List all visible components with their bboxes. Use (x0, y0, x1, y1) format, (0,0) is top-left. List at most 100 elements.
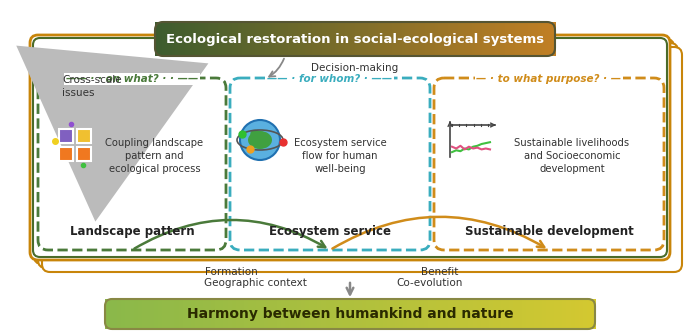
Bar (465, 22, 469, 56)
Bar (575, 299, 580, 329)
Bar (412, 299, 416, 329)
Bar (403, 299, 408, 329)
Bar (318, 22, 323, 56)
Bar (272, 22, 276, 56)
Bar (562, 299, 568, 329)
Bar (398, 22, 402, 56)
Bar (305, 22, 309, 56)
Bar (288, 22, 293, 56)
Bar (570, 299, 575, 329)
Bar (328, 22, 332, 56)
Bar (195, 22, 199, 56)
Bar (448, 22, 453, 56)
Bar (405, 22, 409, 56)
Bar (105, 299, 110, 329)
Text: Sustainable development: Sustainable development (465, 225, 634, 239)
Bar (228, 299, 232, 329)
Bar (501, 299, 506, 329)
Bar (362, 22, 366, 56)
Bar (77, 129, 91, 143)
Bar (582, 299, 588, 329)
Bar (236, 299, 241, 329)
Bar (475, 22, 480, 56)
Bar (345, 22, 349, 56)
Bar (452, 299, 457, 329)
Bar (473, 299, 477, 329)
Bar (477, 299, 482, 329)
Text: Landscape pattern: Landscape pattern (70, 225, 195, 239)
Bar (315, 22, 319, 56)
Bar (468, 22, 472, 56)
Bar (440, 299, 445, 329)
Bar (424, 299, 428, 329)
Bar (268, 22, 273, 56)
Bar (363, 299, 368, 329)
Bar (239, 299, 245, 329)
FancyBboxPatch shape (38, 78, 226, 250)
Bar (464, 299, 470, 329)
Text: Harmony between humankind and nature: Harmony between humankind and nature (187, 307, 513, 321)
Bar (175, 22, 179, 56)
Bar (493, 299, 498, 329)
Bar (158, 299, 163, 329)
Bar (438, 22, 442, 56)
Bar (489, 22, 493, 56)
Bar (407, 299, 412, 329)
Bar (425, 22, 429, 56)
Bar (207, 299, 212, 329)
Bar (308, 22, 313, 56)
Bar (252, 22, 256, 56)
Bar (288, 299, 294, 329)
Bar (502, 22, 506, 56)
Bar (515, 22, 519, 56)
Bar (205, 22, 209, 56)
Text: —— · for whom? · ——: —— · for whom? · —— (267, 74, 393, 84)
Bar (219, 299, 225, 329)
Bar (497, 299, 502, 329)
Bar (484, 299, 490, 329)
Bar (223, 299, 228, 329)
Bar (491, 22, 496, 56)
Bar (314, 299, 318, 329)
Bar (548, 22, 553, 56)
Bar (342, 299, 347, 329)
Bar (170, 299, 176, 329)
Bar (322, 22, 326, 56)
Bar (248, 299, 253, 329)
Bar (368, 22, 372, 56)
Bar (256, 299, 261, 329)
Bar (402, 22, 406, 56)
Text: Ecosystem service: Ecosystem service (269, 225, 391, 239)
Bar (505, 22, 510, 56)
Bar (444, 299, 449, 329)
Bar (349, 22, 353, 56)
Bar (550, 299, 555, 329)
Bar (172, 22, 176, 56)
Bar (532, 22, 536, 56)
Bar (109, 299, 114, 329)
Bar (399, 299, 404, 329)
Bar (542, 299, 547, 329)
Bar (375, 22, 379, 56)
Bar (350, 299, 355, 329)
Text: Ecological restoration in social-ecological systems: Ecological restoration in social-ecologi… (166, 33, 544, 45)
Bar (244, 299, 249, 329)
Bar (77, 147, 91, 161)
Bar (195, 299, 200, 329)
Bar (292, 22, 296, 56)
FancyBboxPatch shape (434, 78, 664, 250)
Bar (478, 22, 483, 56)
Bar (330, 299, 335, 329)
FancyArrowPatch shape (134, 220, 326, 249)
Bar (415, 299, 421, 329)
Bar (265, 22, 270, 56)
Bar (365, 22, 370, 56)
Bar (508, 22, 512, 56)
Bar (215, 22, 219, 56)
Bar (182, 22, 186, 56)
Bar (305, 299, 310, 329)
Bar (530, 299, 535, 329)
Bar (199, 299, 204, 329)
Bar (325, 22, 329, 56)
Bar (495, 22, 499, 56)
